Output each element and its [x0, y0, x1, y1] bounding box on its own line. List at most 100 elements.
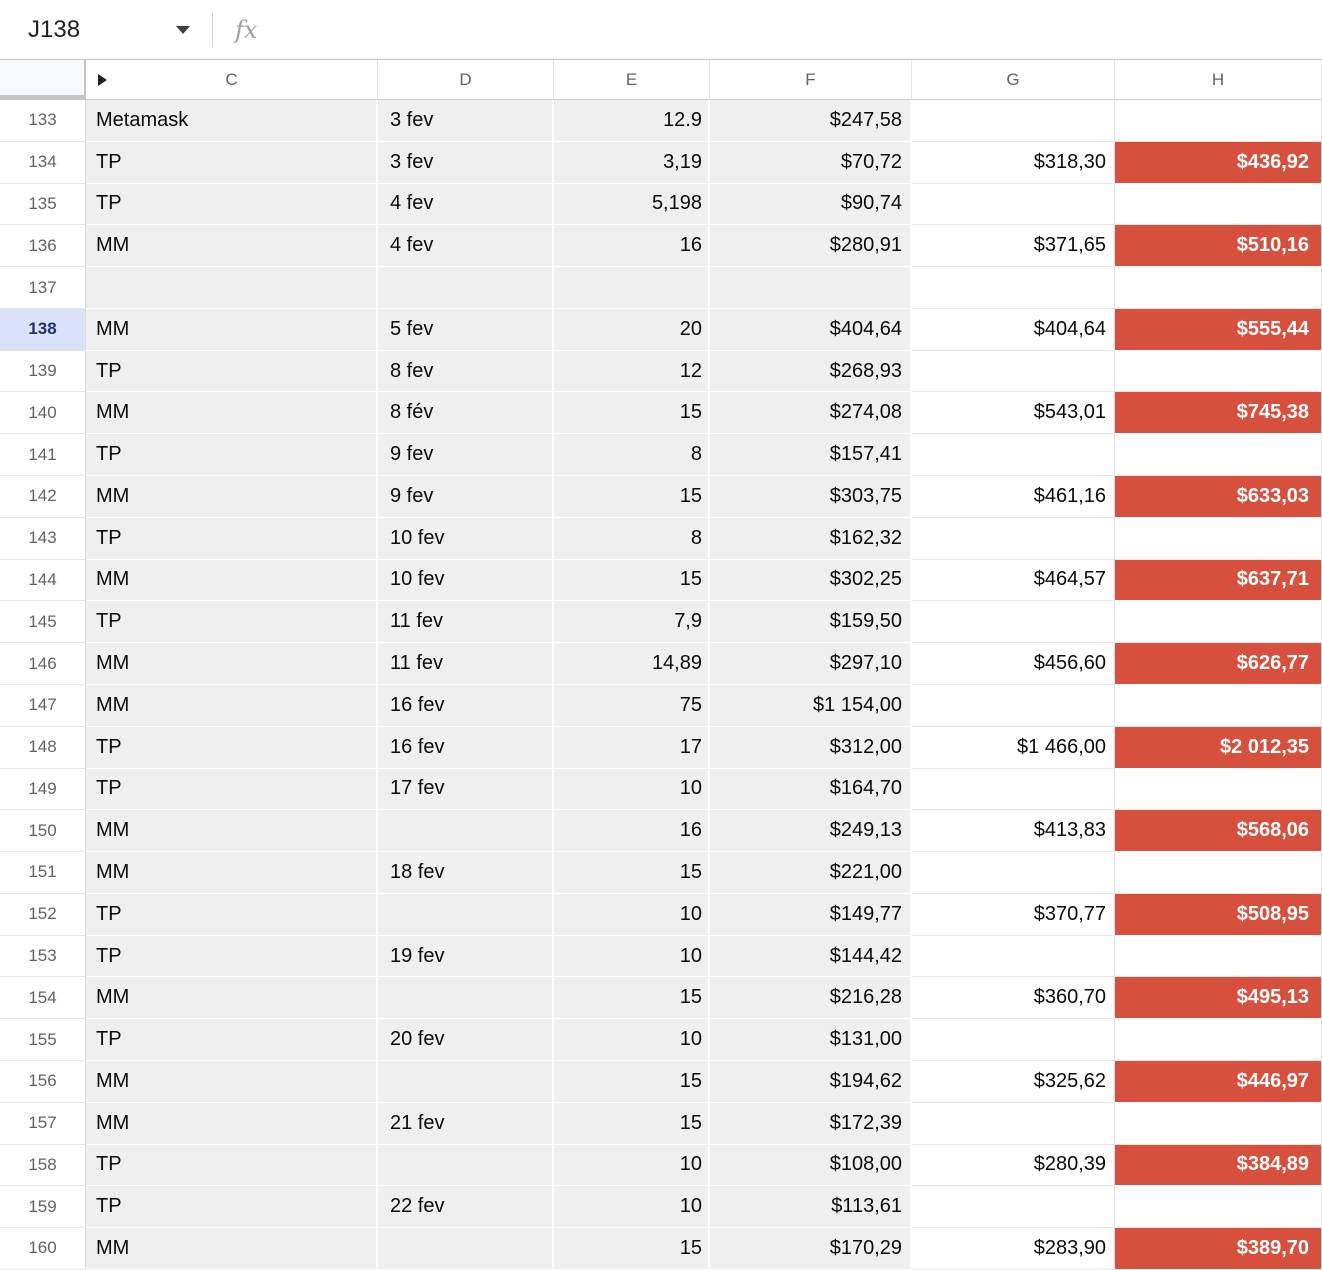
formula-input[interactable]	[257, 0, 1322, 59]
row-header-144[interactable]: 144	[0, 559, 86, 602]
cell-C133[interactable]: Metamask	[86, 100, 378, 142]
cell-C144[interactable]: MM	[86, 559, 378, 602]
cell-C153[interactable]: TP	[86, 935, 378, 978]
column-header-c[interactable]: C	[86, 60, 378, 100]
cell-D145[interactable]: 11 fev	[378, 601, 554, 644]
cell-G139[interactable]	[912, 350, 1115, 393]
cell-H143[interactable]	[1115, 517, 1322, 560]
row-header-134[interactable]: 134	[0, 141, 86, 184]
cell-H133[interactable]	[1115, 100, 1322, 142]
cell-E134[interactable]: 3,19	[554, 141, 710, 184]
cell-H139[interactable]	[1115, 350, 1322, 393]
cell-G148[interactable]: $1 466,00	[912, 726, 1115, 769]
cell-H144[interactable]: $637,71	[1115, 559, 1322, 602]
cell-C146[interactable]: MM	[86, 643, 378, 685]
cell-D134[interactable]: 3 fev	[378, 141, 554, 184]
hidden-columns-icon[interactable]	[98, 73, 107, 86]
row-header-139[interactable]: 139	[0, 350, 86, 393]
cell-E135[interactable]: 5,198	[554, 183, 710, 226]
cell-G140[interactable]: $543,01	[912, 392, 1115, 435]
cell-E160[interactable]: 15	[554, 1228, 710, 1270]
row-header-159[interactable]: 159	[0, 1186, 86, 1229]
cell-F146[interactable]: $297,10	[710, 643, 912, 685]
row-header-137[interactable]: 137	[0, 267, 86, 309]
cell-D147[interactable]: 16 fev	[378, 684, 554, 727]
cell-E142[interactable]: 15	[554, 476, 710, 518]
cell-G146[interactable]: $456,60	[912, 643, 1115, 685]
row-header-149[interactable]: 149	[0, 768, 86, 811]
cell-E147[interactable]: 75	[554, 684, 710, 727]
cell-H154[interactable]: $495,13	[1115, 977, 1322, 1020]
cell-F160[interactable]: $170,29	[710, 1228, 912, 1270]
cell-C156[interactable]: MM	[86, 1060, 378, 1103]
cell-F133[interactable]: $247,58	[710, 100, 912, 142]
row-header-150[interactable]: 150	[0, 810, 86, 853]
cell-F139[interactable]: $268,93	[710, 350, 912, 393]
cell-G144[interactable]: $464,57	[912, 559, 1115, 602]
cell-F143[interactable]: $162,32	[710, 517, 912, 560]
row-header-147[interactable]: 147	[0, 684, 86, 727]
cell-G157[interactable]	[912, 1102, 1115, 1145]
cell-H153[interactable]	[1115, 935, 1322, 978]
row-header-152[interactable]: 152	[0, 893, 86, 936]
row-header-138[interactable]: 138	[0, 308, 86, 351]
cell-F155[interactable]: $131,00	[710, 1019, 912, 1061]
cell-D157[interactable]: 21 fev	[378, 1102, 554, 1145]
cell-D143[interactable]: 10 fev	[378, 517, 554, 560]
row-header-135[interactable]: 135	[0, 183, 86, 226]
cell-G151[interactable]	[912, 852, 1115, 894]
cell-D158[interactable]	[378, 1144, 554, 1187]
cell-G160[interactable]: $283,90	[912, 1228, 1115, 1270]
cell-H134[interactable]: $436,92	[1115, 141, 1322, 184]
cell-C150[interactable]: MM	[86, 810, 378, 853]
cell-D138[interactable]: 5 fev	[378, 308, 554, 351]
row-header-155[interactable]: 155	[0, 1019, 86, 1061]
cell-D150[interactable]	[378, 810, 554, 853]
column-header-g[interactable]: G	[912, 60, 1115, 100]
cell-E137[interactable]	[554, 267, 710, 309]
cell-D156[interactable]	[378, 1060, 554, 1103]
cell-H155[interactable]	[1115, 1019, 1322, 1061]
cell-F134[interactable]: $70,72	[710, 141, 912, 184]
cell-F147[interactable]: $1 154,00	[710, 684, 912, 727]
cell-H135[interactable]	[1115, 183, 1322, 226]
cell-E145[interactable]: 7,9	[554, 601, 710, 644]
cell-E148[interactable]: 17	[554, 726, 710, 769]
cell-E155[interactable]: 10	[554, 1019, 710, 1061]
cell-E146[interactable]: 14,89	[554, 643, 710, 685]
row-header-151[interactable]: 151	[0, 852, 86, 894]
cell-H138[interactable]: $555,44	[1115, 308, 1322, 351]
cell-D144[interactable]: 10 fev	[378, 559, 554, 602]
cell-F153[interactable]: $144,42	[710, 935, 912, 978]
cell-C159[interactable]: TP	[86, 1186, 378, 1229]
cell-G135[interactable]	[912, 183, 1115, 226]
cell-D139[interactable]: 8 fev	[378, 350, 554, 393]
cell-G152[interactable]: $370,77	[912, 893, 1115, 936]
row-header-160[interactable]: 160	[0, 1228, 86, 1270]
cell-G150[interactable]: $413,83	[912, 810, 1115, 853]
cell-D136[interactable]: 4 fev	[378, 225, 554, 268]
cell-H146[interactable]: $626,77	[1115, 643, 1322, 685]
cell-C135[interactable]: TP	[86, 183, 378, 226]
cell-C148[interactable]: TP	[86, 726, 378, 769]
cell-G133[interactable]	[912, 100, 1115, 142]
cell-C149[interactable]: TP	[86, 768, 378, 811]
cell-C160[interactable]: MM	[86, 1228, 378, 1270]
cell-D141[interactable]: 9 fev	[378, 434, 554, 477]
cell-D160[interactable]	[378, 1228, 554, 1270]
cell-G141[interactable]	[912, 434, 1115, 477]
cell-H152[interactable]: $508,95	[1115, 893, 1322, 936]
cell-D140[interactable]: 8 fév	[378, 392, 554, 435]
cell-C138[interactable]: MM	[86, 308, 378, 351]
cell-C157[interactable]: MM	[86, 1102, 378, 1145]
name-box[interactable]: J138	[0, 0, 212, 59]
cell-C145[interactable]: TP	[86, 601, 378, 644]
cell-F149[interactable]: $164,70	[710, 768, 912, 811]
row-header-148[interactable]: 148	[0, 726, 86, 769]
cell-G156[interactable]: $325,62	[912, 1060, 1115, 1103]
cell-F159[interactable]: $113,61	[710, 1186, 912, 1229]
cell-F150[interactable]: $249,13	[710, 810, 912, 853]
cell-H160[interactable]: $389,70	[1115, 1228, 1322, 1270]
cell-E158[interactable]: 10	[554, 1144, 710, 1187]
row-header-158[interactable]: 158	[0, 1144, 86, 1187]
